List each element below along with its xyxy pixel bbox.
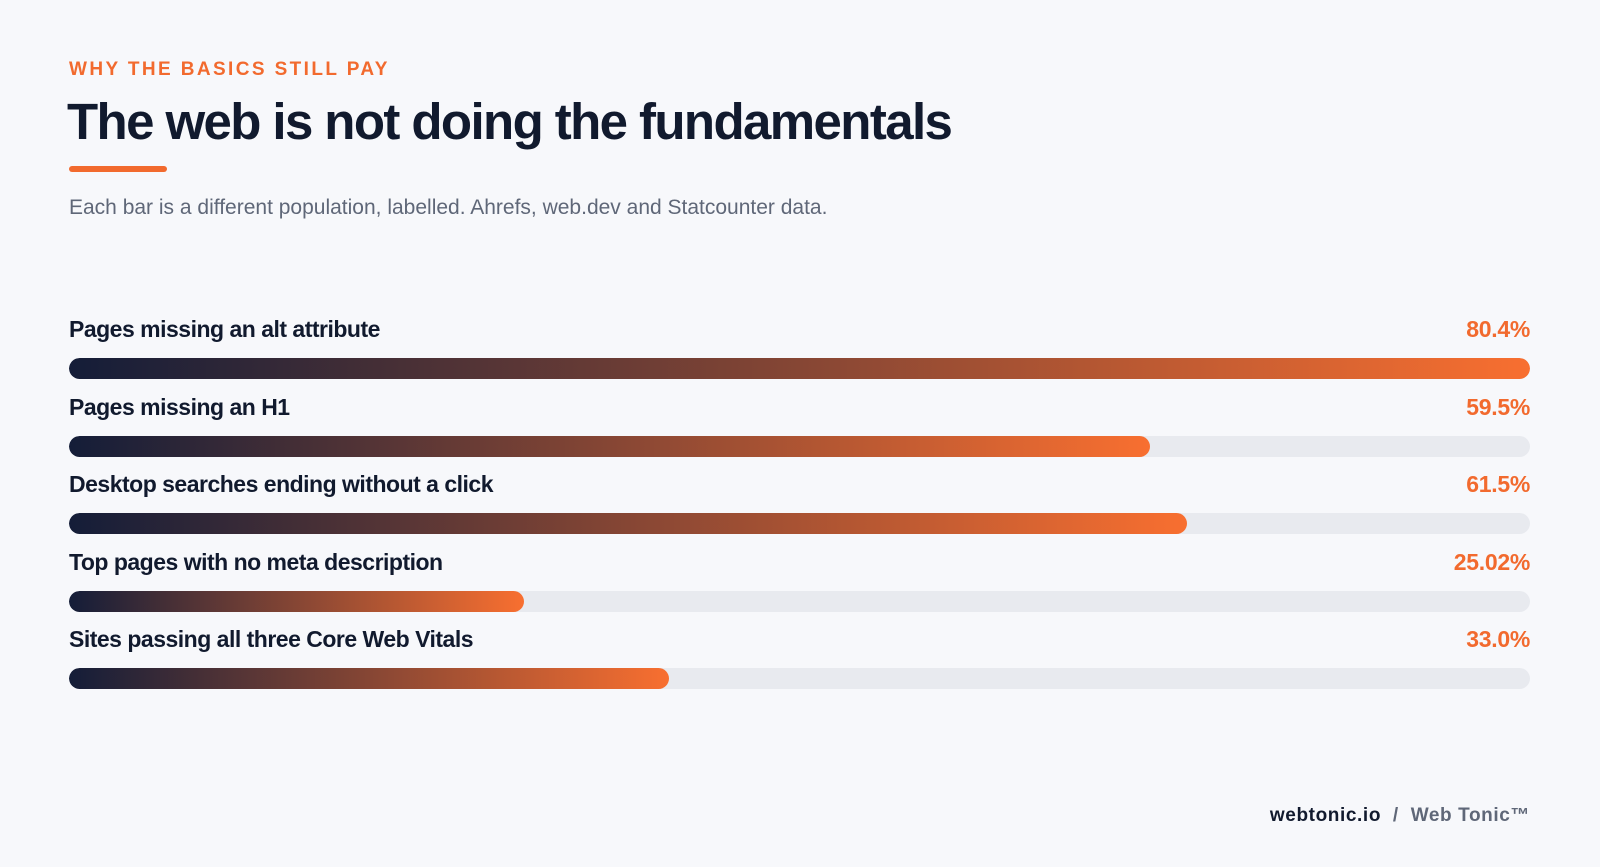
- page-title: The web is not doing the fundamentals: [67, 93, 953, 150]
- bar-row: Desktop searches ending without a click 6…: [69, 471, 1530, 549]
- bar-row: Pages missing an H1 59.5%: [69, 394, 1530, 472]
- footer-credit: webtonic.io / Web Tonic™: [1270, 805, 1530, 827]
- bar-track: [69, 435, 1530, 457]
- bar-row: Sites passing all three Core Web Vitals 3…: [69, 626, 1530, 704]
- bar-value-label: 59.5%: [1466, 393, 1530, 420]
- chart-subtitle: Each bar is a different population, labe…: [69, 196, 828, 219]
- bar-track: [69, 668, 1530, 689]
- footer-product: Web Tonic™: [1410, 805, 1530, 826]
- bar-value-label: 33.0%: [1466, 626, 1530, 652]
- bar-label: Pages missing an alt attribute: [69, 316, 380, 342]
- bar-label: Pages missing an H1: [69, 393, 290, 420]
- bar-row: Top pages with no meta description 25.02%: [69, 549, 1530, 627]
- bar-value-label: 80.4%: [1466, 316, 1530, 342]
- bar-value-label: 61.5%: [1466, 471, 1530, 497]
- bar-chart: Pages missing an alt attribute 80.4% Pages…: [69, 316, 1530, 704]
- bar-label: Top pages with no meta description: [69, 548, 443, 575]
- bar-fill: [69, 358, 1530, 379]
- bar-fill: [69, 435, 1151, 457]
- bar-value-label: 25.02%: [1453, 548, 1531, 575]
- title-accent-rule: [69, 166, 167, 172]
- bar-track: [69, 513, 1530, 534]
- bar-row: Pages missing an alt attribute 80.4%: [69, 316, 1530, 394]
- bar-track: [69, 358, 1530, 379]
- bar-label: Desktop searches ending without a click: [69, 471, 494, 497]
- bar-track: [69, 590, 1530, 612]
- bar-fill: [69, 513, 1187, 534]
- footer-brand[interactable]: webtonic.io: [1269, 805, 1382, 826]
- footer-separator: /: [1392, 805, 1399, 826]
- eyebrow-label: WHY THE BASICS STILL PAY: [69, 59, 390, 80]
- bar-label: Sites passing all three Core Web Vitals: [69, 626, 474, 652]
- bar-fill: [69, 668, 669, 689]
- bar-fill: [69, 590, 524, 612]
